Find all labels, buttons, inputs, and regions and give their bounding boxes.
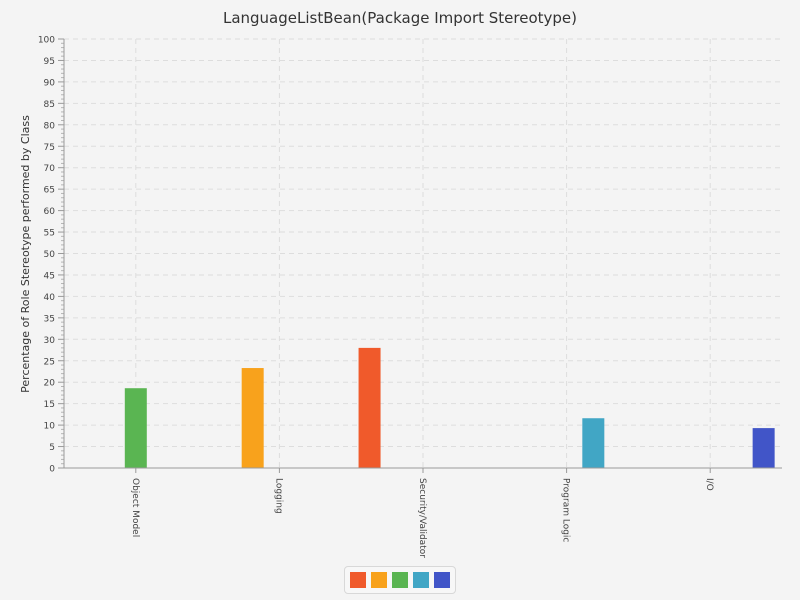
bar xyxy=(358,347,381,468)
legend-swatch xyxy=(413,572,429,588)
y-tick-label: 5 xyxy=(49,443,55,453)
legend-swatch xyxy=(350,572,366,588)
y-tick-label: 95 xyxy=(44,57,55,67)
y-tick-label: 25 xyxy=(44,357,55,367)
axes: 0 5 10 15 20 25 30 35 40 45 50 55 60 65 70 75 80 85 90 95 10… xyxy=(38,36,782,558)
y-tick-label: 80 xyxy=(44,121,56,131)
x-tick-label: Object Model xyxy=(130,478,140,537)
y-tick-label: 60 xyxy=(44,207,56,217)
y-tick-label: 30 xyxy=(44,336,56,346)
y-tick-label: 55 xyxy=(44,229,55,239)
bar xyxy=(582,418,605,468)
x-tick-label: Security/Validator xyxy=(417,478,427,558)
y-tick-label: 45 xyxy=(44,271,55,281)
y-tick-label: 35 xyxy=(44,314,55,324)
legend xyxy=(344,566,456,594)
legend-swatch xyxy=(392,572,408,588)
y-tick-label: 20 xyxy=(44,379,56,389)
bars xyxy=(124,347,775,468)
y-axis-label: Percentage of Role Stereotype performed … xyxy=(19,115,32,393)
y-tick-label: 10 xyxy=(44,422,56,432)
y-tick-label: 70 xyxy=(44,164,56,174)
y-tick-label: 100 xyxy=(38,36,55,46)
bar xyxy=(752,428,775,468)
x-tick-label: Logging xyxy=(273,478,283,514)
bar xyxy=(241,368,264,468)
y-tick-label: 0 xyxy=(49,465,55,475)
y-tick-label: 40 xyxy=(44,293,56,303)
x-tick-label: Program Logic xyxy=(561,478,571,542)
y-tick-label: 75 xyxy=(44,143,55,153)
legend-swatch xyxy=(434,572,450,588)
y-tick-label: 85 xyxy=(44,100,55,110)
legend-swatch xyxy=(371,572,387,588)
y-tick-label: 90 xyxy=(44,78,56,88)
y-tick-label: 65 xyxy=(44,186,55,196)
bar xyxy=(124,388,147,468)
y-tick-label: 50 xyxy=(44,250,56,260)
grid xyxy=(64,38,782,468)
x-tick-label: I/O xyxy=(704,478,714,491)
chart-title: LanguageListBean(Package Import Stereoty… xyxy=(223,9,577,27)
y-tick-label: 15 xyxy=(44,400,55,410)
